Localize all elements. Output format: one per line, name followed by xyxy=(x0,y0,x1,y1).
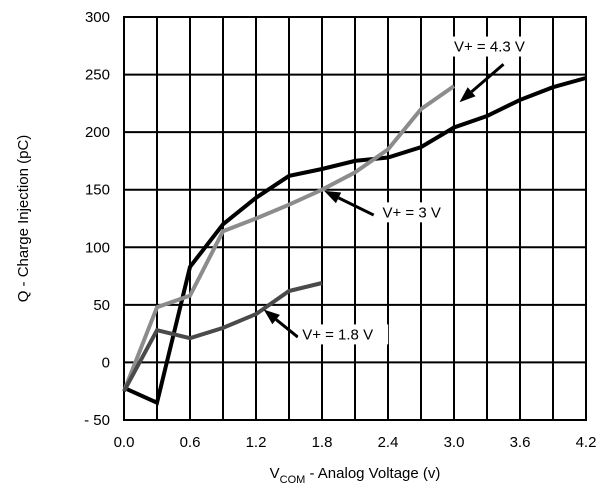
annotation-label-bg xyxy=(378,202,453,223)
tick-labels: 0.0 0.6 1.2 1.8 2.4 3.0 3.6 4.2 - 50 0 50 100 150 200… xyxy=(84,9,596,451)
series-group xyxy=(122,76,587,406)
y-tick-label: - 50 xyxy=(84,412,110,429)
y-tick-label: 250 xyxy=(85,67,110,84)
annotation-arrow-head xyxy=(263,309,280,325)
annotation-arrow-shaft xyxy=(337,196,375,217)
annotation-label-bg xyxy=(298,324,389,345)
annotation-arrow-head xyxy=(324,190,342,204)
x-tick-label: 1.8 xyxy=(312,434,333,451)
annotation-label: V+ = 4.3 V xyxy=(454,39,525,56)
x-axis-label-subscript: COM xyxy=(280,474,306,486)
series-line-1 xyxy=(122,84,456,392)
x-tick-label: 1.2 xyxy=(246,434,267,451)
annotation-label-bg xyxy=(450,36,540,57)
annotation-arrow-shaft xyxy=(275,318,299,339)
series-line-2 xyxy=(122,281,323,393)
annotations: V+ = 4.3 V V+ = 3 V V+ = 1.8 V xyxy=(263,36,540,345)
x-tick-label: 3.0 xyxy=(444,434,465,451)
x-tick-label: 4.2 xyxy=(576,434,597,451)
annotation-label: V+ = 1.8 V xyxy=(302,326,373,343)
x-axis-label-rest: - Analog Voltage (v) xyxy=(305,465,440,482)
x-tick-label: 3.6 xyxy=(510,434,531,451)
x-tick-label: 0.0 xyxy=(114,434,135,451)
y-tick-label: 300 xyxy=(85,9,110,26)
annotation-label: V+ = 3 V xyxy=(383,204,441,221)
x-tick-label: 0.6 xyxy=(180,434,201,451)
annotation-arrow-head xyxy=(459,87,476,103)
x-tick-label: 2.4 xyxy=(378,434,399,451)
grid xyxy=(124,17,586,420)
y-tick-label: 100 xyxy=(85,239,110,256)
y-tick-label: 0 xyxy=(102,354,110,371)
y-axis-label: Q - Charge Injection (pC) xyxy=(15,135,32,303)
y-tick-label: 200 xyxy=(85,124,110,141)
x-axis-label: VCOM - Analog Voltage (v) xyxy=(270,465,441,486)
x-axis-label-main: V xyxy=(270,465,280,482)
series-line-0 xyxy=(123,76,587,406)
y-tick-label: 150 xyxy=(85,182,110,199)
plot-frame xyxy=(123,16,587,421)
annotation-arrow-shaft xyxy=(470,63,505,93)
y-tick-label: 50 xyxy=(93,297,110,314)
